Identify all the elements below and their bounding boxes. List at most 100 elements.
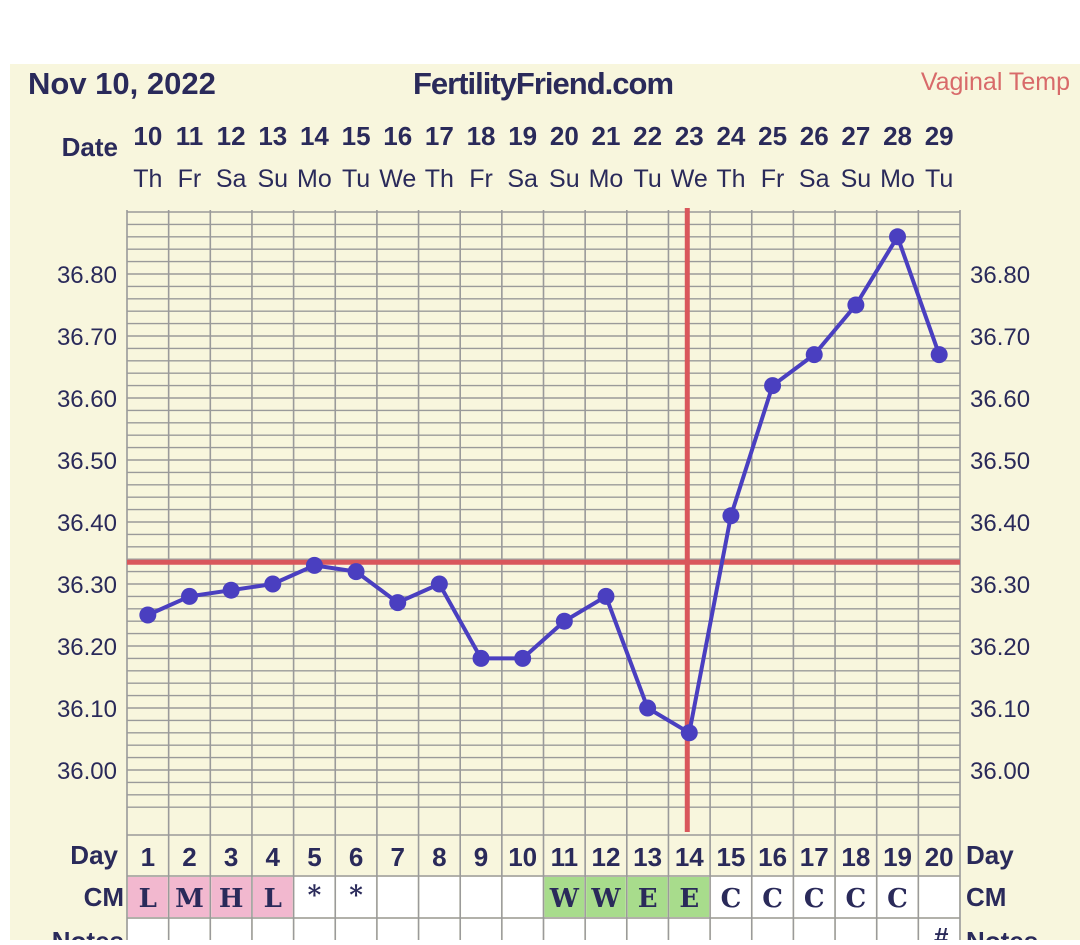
date-label: 28 [883, 121, 912, 151]
weekday-label: Mo [880, 165, 915, 193]
cm-cell [877, 877, 918, 917]
cycle-day-label: 11 [551, 842, 579, 872]
weekday-label: Tu [342, 165, 370, 193]
date-label: 14 [300, 121, 329, 151]
date-label: 17 [425, 121, 454, 151]
temperature-point [764, 377, 782, 395]
date-label: 20 [550, 121, 579, 151]
cm-cell [294, 877, 335, 917]
cycle-day-label: 8 [432, 842, 446, 872]
date-labels: 10 Th 11 Fr 12 Sa 13 Su 14 Mo 15 Tu 16 We 17 Th 18 Fr 19 Sa… [133, 121, 953, 193]
weekday-label: Sa [507, 165, 538, 193]
temp-tick-right: 36.10 [970, 696, 1030, 723]
cm-cell [794, 877, 835, 917]
notes-cell [377, 919, 418, 943]
cycle-day-label: 18 [841, 842, 870, 872]
notes-cell [211, 919, 251, 943]
cycle-day-label: 15 [716, 842, 745, 872]
weekday-label: Tu [925, 165, 953, 193]
notes-cell [919, 919, 959, 943]
cycle-day-label: 5 [307, 842, 321, 872]
weekday-label: Th [133, 165, 162, 193]
cm-row-label-right: CM [966, 882, 1006, 912]
cm-cell [544, 877, 585, 917]
temp-tick-left: 36.80 [57, 262, 117, 289]
date-label: 23 [675, 121, 704, 151]
temperature-point [514, 649, 532, 667]
temperature-point [139, 606, 157, 624]
notes-cell [419, 919, 460, 943]
day-row-label-left: Day [70, 840, 118, 870]
cm-value: M [175, 884, 204, 914]
date-label: 10 [133, 121, 162, 151]
date-label: 16 [383, 121, 412, 151]
temperature-point [889, 228, 907, 246]
date-label: 19 [508, 121, 537, 151]
notes-cell [169, 919, 210, 943]
cm-cell [211, 877, 251, 917]
notes-cell [502, 919, 543, 943]
cm-value: C [887, 884, 908, 914]
temperature-point [555, 612, 573, 630]
temperature-point [264, 575, 282, 593]
cycle-day-label: 9 [474, 842, 488, 872]
notes-cell [877, 919, 918, 943]
temp-tick-right: 36.60 [970, 386, 1030, 413]
cm-value: W [590, 884, 621, 914]
weekday-label: Sa [216, 165, 247, 193]
cm-value: * [349, 881, 363, 911]
temp-tick-right: 36.30 [970, 572, 1030, 599]
cm-value: * [308, 881, 322, 911]
temperature-point [847, 296, 865, 314]
temp-tick-right: 36.50 [970, 448, 1030, 475]
temperature-point [680, 724, 698, 742]
cm-value: L [264, 884, 282, 914]
temp-tick-right: 36.80 [970, 262, 1030, 289]
date-label: 13 [258, 121, 287, 151]
date-label: 15 [342, 121, 371, 151]
temp-tick-left: 36.30 [57, 572, 117, 599]
cm-cell [128, 877, 168, 917]
temperature-point [430, 575, 448, 593]
weekday-label: Mo [589, 165, 624, 193]
temp-tick-right: 36.40 [970, 510, 1030, 537]
cm-row-label-left: CM [84, 882, 124, 912]
notes-cell [128, 919, 168, 943]
cycle-day-label: 3 [224, 842, 238, 872]
weekday-label: Mo [297, 165, 332, 193]
notes-cell [252, 919, 293, 943]
notes-cell [336, 919, 376, 943]
cycle-day-label: 13 [633, 842, 662, 872]
temperature-point [930, 346, 948, 364]
cm-cell [586, 877, 626, 917]
cycle-day-label: 6 [349, 842, 363, 872]
temperature-point [472, 649, 490, 667]
cm-cell [336, 877, 376, 917]
cycle-day-label: 14 [675, 842, 704, 872]
temperature-point [389, 594, 407, 612]
cycle-day-label: 20 [925, 842, 954, 872]
notes-cell [294, 919, 335, 943]
temperature-point [639, 699, 657, 717]
date-label: 29 [925, 121, 954, 151]
date-label: 24 [716, 121, 745, 151]
notes-cell [752, 919, 793, 943]
temp-tick-left: 36.70 [57, 324, 117, 351]
cycle-day-label: 7 [390, 842, 404, 872]
weekday-label: We [671, 165, 708, 193]
temperature-point [180, 587, 198, 605]
notes-cell [461, 919, 501, 943]
cm-value: W [549, 884, 580, 914]
weekday-label: Su [257, 165, 288, 193]
cm-cell [252, 877, 293, 917]
cm-cell [461, 877, 501, 917]
cm-value: C [804, 884, 825, 914]
weekday-label: Su [841, 165, 872, 193]
cm-cell [627, 877, 668, 917]
weekday-label: Fr [761, 165, 785, 193]
weekday-label: Th [716, 165, 745, 193]
date-row-label: Date [62, 132, 118, 162]
chart-date: Nov 10, 2022 [28, 66, 216, 101]
weekday-label: Fr [469, 165, 493, 193]
